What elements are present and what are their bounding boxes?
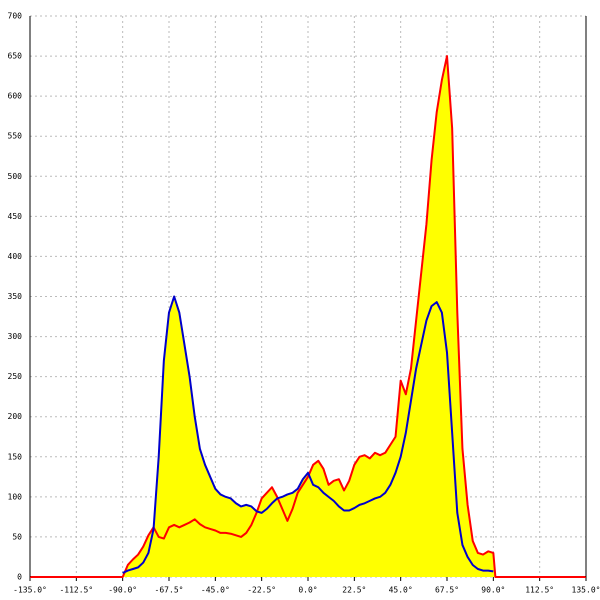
x-tick-label: 112.5° [525, 586, 554, 595]
x-tick-label: -90.0° [108, 586, 137, 595]
x-tick-label: 67.5° [435, 586, 459, 595]
y-tick-label: 650 [8, 52, 23, 61]
x-tick-label: 0.0° [298, 586, 317, 595]
y-tick-label: 700 [8, 12, 23, 21]
y-tick-label: 400 [8, 252, 23, 261]
x-tick-label: 135.0° [572, 586, 600, 595]
series-line [122, 295, 494, 574]
y-tick-label: 50 [12, 532, 22, 541]
x-tick-label: 90.0° [481, 586, 505, 595]
x-tick-label: -45.0° [201, 586, 230, 595]
y-tick-label: 500 [8, 172, 23, 181]
x-tick-label: -135.0° [13, 586, 47, 595]
y-tick-label: 250 [8, 372, 23, 381]
x-tick-label: 22.5° [342, 586, 366, 595]
y-tick-label: 100 [8, 492, 23, 501]
y-tick-label: 0 [17, 573, 22, 582]
y-tick-label: 300 [8, 332, 23, 341]
x-tick-label: 45.0° [389, 586, 413, 595]
y-tick-label: 450 [8, 212, 23, 221]
y-tick-label: 150 [8, 452, 23, 461]
x-tick-label: -112.5° [59, 586, 93, 595]
x-tick-label: -22.5° [247, 586, 276, 595]
y-tick-label: 200 [8, 412, 23, 421]
y-tick-label: 550 [8, 132, 23, 141]
x-tick-label: -67.5° [155, 586, 184, 595]
y-tick-label: 600 [8, 92, 23, 101]
area-fill [122, 296, 494, 577]
series-line [30, 55, 586, 578]
y-tick-label: 350 [8, 292, 23, 301]
